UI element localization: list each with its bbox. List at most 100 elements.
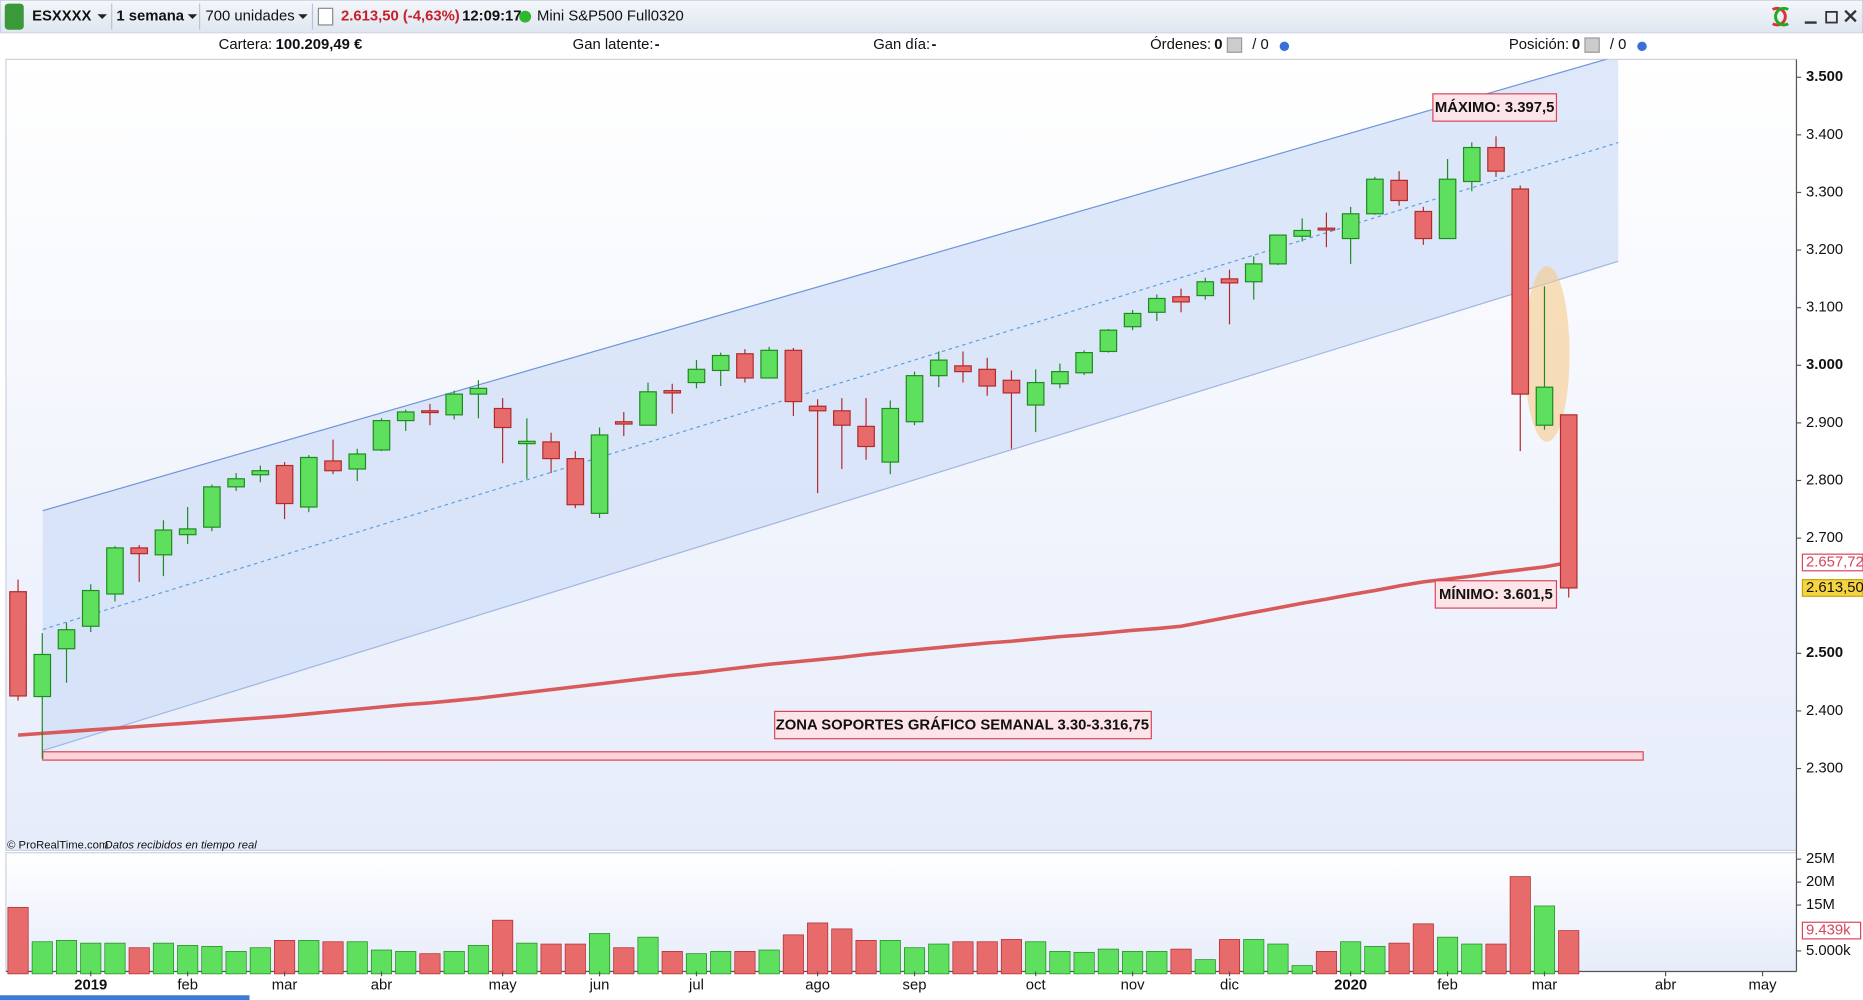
x-tick-label: may: [489, 978, 518, 994]
settings-icon[interactable]: [1279, 41, 1290, 52]
volume-bar: [879, 940, 901, 975]
x-tick-label: oct: [1026, 978, 1047, 994]
candle-body: [1317, 227, 1336, 231]
watermark-note: Datos recibidos en tiempo real: [105, 840, 258, 852]
support-zone: [42, 751, 1644, 761]
x-tick-label: jul: [688, 978, 704, 994]
volume-bar: [322, 941, 344, 975]
dropdown-arrow[interactable]: [298, 14, 308, 20]
orders-icon[interactable]: [1226, 37, 1243, 53]
volume-bar: [1291, 965, 1313, 975]
label: Cartera:: [219, 37, 273, 53]
volume-bar: [298, 940, 320, 975]
volume-bar: [1437, 936, 1459, 975]
annotation-box: [774, 710, 1152, 740]
volume-bar: [1146, 951, 1168, 975]
status-dot: [519, 10, 532, 23]
value: 0: [1214, 37, 1222, 53]
annotation-box: [1434, 580, 1558, 609]
candle-body: [736, 353, 754, 379]
candle-body: [566, 458, 585, 506]
volume-bar: [685, 953, 707, 975]
dropdown-arrow[interactable]: [187, 14, 198, 20]
candle-body: [348, 453, 367, 470]
x-tick-label: mar: [272, 978, 298, 994]
candle-body: [469, 387, 488, 395]
annotation: MÍNIMO: 3.601,5: [1439, 586, 1553, 603]
candle-body: [299, 456, 318, 508]
candle-body: [1075, 352, 1093, 374]
symbol[interactable]: ESXXXX: [32, 9, 91, 25]
restore-button[interactable]: [1825, 10, 1838, 24]
scrollbar[interactable]: [0, 995, 250, 1000]
x-axis-area: [0, 971, 1863, 1000]
positions-icon[interactable]: [1584, 37, 1600, 53]
candle-body: [1026, 381, 1045, 406]
app-icon[interactable]: [4, 3, 24, 30]
x-tick-label: mar: [1532, 978, 1558, 994]
candle-body: [978, 368, 997, 387]
volume-bar: [1025, 941, 1047, 975]
refresh-icon[interactable]: [1774, 6, 1789, 27]
quantity[interactable]: 700 unidades: [206, 9, 295, 25]
x-tick-label: feb: [177, 978, 198, 994]
y-tick-label: 2.400: [1806, 703, 1843, 719]
volume-bar: [734, 951, 756, 975]
volume-marker-box: [1801, 921, 1862, 940]
volume-bar: [1243, 939, 1265, 975]
candle-body: [372, 419, 391, 451]
volume-bar: [1000, 939, 1022, 975]
dropdown-arrow[interactable]: [97, 14, 107, 20]
candle-body: [154, 529, 173, 556]
volume-bar: [419, 953, 441, 975]
settings-icon[interactable]: [1637, 41, 1647, 52]
volume-bar: [637, 936, 659, 975]
candle-body: [905, 375, 924, 423]
volume-bar: [1267, 943, 1289, 975]
volume-bar: [55, 940, 78, 975]
refresh-icon[interactable]: [1771, 6, 1787, 27]
x-tick-label: sep: [903, 978, 927, 994]
candle-body: [1511, 188, 1530, 395]
volume-bar: [492, 919, 514, 975]
candle-body: [1002, 379, 1021, 394]
volume-bar: [903, 947, 926, 975]
period[interactable]: 1 semana: [116, 9, 184, 25]
value: -: [932, 37, 937, 53]
volume-marker-label: 9.439k: [1806, 922, 1851, 938]
volume-bar: [80, 942, 102, 975]
volume-bar: [31, 941, 53, 975]
volume-bar: [1364, 945, 1386, 975]
volume-bar: [152, 942, 174, 975]
volume-bar: [443, 951, 465, 975]
candle-body: [1123, 312, 1142, 328]
volume-bar: [1194, 959, 1216, 975]
candle-body: [1099, 329, 1118, 353]
close-button[interactable]: [1844, 9, 1857, 23]
volume-bar: [807, 922, 829, 975]
volume-bar: [1049, 951, 1071, 975]
time: 12:09:17: [462, 9, 521, 25]
candle-body: [1438, 178, 1457, 240]
candle-body: [251, 470, 270, 476]
info-icon[interactable]: [317, 7, 334, 26]
y-tick-label: 3.400: [1806, 127, 1843, 143]
volume-bar: [976, 941, 998, 975]
price-marker-box: [1801, 579, 1863, 597]
volume-bar: [467, 945, 489, 975]
value: 100.209,49 €: [276, 37, 363, 53]
account-bar: [0, 33, 1863, 58]
candle-body: [1462, 146, 1481, 183]
label: Órdenes:: [1150, 36, 1211, 53]
volume-bar: [1315, 951, 1337, 975]
volume-bar: [952, 941, 974, 975]
volume-bar: [661, 951, 683, 975]
volume-bar: [346, 941, 368, 975]
volume-bar: [1388, 942, 1410, 975]
candle-body: [1535, 386, 1554, 426]
x-tick-label: feb: [1437, 978, 1458, 994]
volume-bar: [564, 943, 586, 975]
volume-bar: [1509, 876, 1531, 975]
candle-body: [275, 464, 294, 505]
candle-body: [1051, 371, 1069, 385]
